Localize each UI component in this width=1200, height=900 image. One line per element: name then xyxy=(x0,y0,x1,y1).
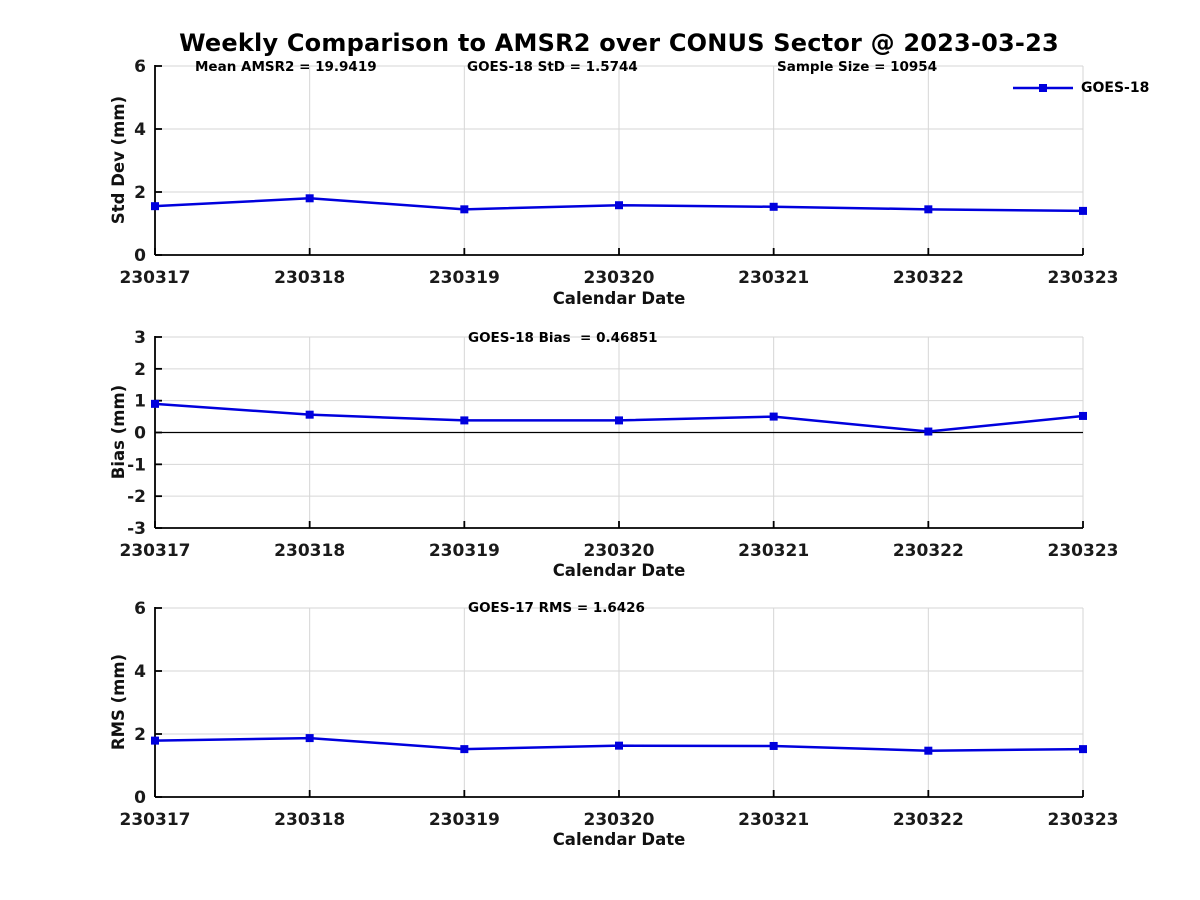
chart-title: Weekly Comparison to AMSR2 over CONUS Se… xyxy=(179,29,1059,57)
data-point-marker xyxy=(615,741,623,750)
data-point-marker xyxy=(1079,206,1087,215)
x-tick-label: 230322 xyxy=(893,268,964,288)
data-point-marker xyxy=(924,746,933,755)
y-tick-label: -1 xyxy=(127,455,146,475)
data-point-marker xyxy=(924,205,933,214)
data-point-marker xyxy=(769,202,778,211)
annotation-goes18-std: GOES-18 StD = 1.5744 xyxy=(467,59,638,75)
legend-square-marker-icon xyxy=(1039,84,1047,92)
data-point-marker xyxy=(460,745,469,754)
data-point-marker xyxy=(305,410,314,419)
data-point-marker xyxy=(1079,411,1087,420)
data-point-marker xyxy=(615,201,623,210)
data-point-marker xyxy=(769,412,778,421)
legend: GOES-18 xyxy=(1012,80,1149,96)
data-point-marker xyxy=(151,202,159,211)
annotation-goes17-rms: GOES-17 RMS = 1.6426 xyxy=(468,600,645,616)
data-point-marker xyxy=(151,399,159,408)
data-point-marker xyxy=(305,734,314,743)
data-point-marker xyxy=(151,736,159,745)
x-tick-label: 230320 xyxy=(584,268,655,288)
x-tick-label: 230319 xyxy=(429,541,500,561)
legend-swatch xyxy=(1013,84,1073,92)
x-tick-label: 230320 xyxy=(584,541,655,561)
y-tick-label: 2 xyxy=(134,360,146,380)
data-point-marker xyxy=(769,741,778,750)
x-tick-label: 230317 xyxy=(120,268,191,288)
x-tick-label: 230321 xyxy=(738,541,809,561)
x-tick-label: 230321 xyxy=(738,268,809,288)
x-axis-label-middle: Calendar Date xyxy=(552,561,686,580)
annotation-sample-size: Sample Size = 10954 xyxy=(777,59,938,75)
data-point-marker xyxy=(1079,745,1087,754)
x-tick-label: 230323 xyxy=(1048,541,1119,561)
y-tick-label: -3 xyxy=(127,519,146,539)
y-axis-label-std-dev: Std Dev (mm) xyxy=(109,95,128,225)
x-tick-label: 230318 xyxy=(274,541,345,561)
x-tick-label: 230321 xyxy=(738,810,809,830)
x-tick-label: 230323 xyxy=(1048,268,1119,288)
y-tick-label: 0 xyxy=(134,246,146,266)
x-axis-label-bottom: Calendar Date xyxy=(552,830,686,849)
x-tick-label: 230323 xyxy=(1048,810,1119,830)
y-tick-label: 1 xyxy=(134,392,146,412)
data-point-marker xyxy=(305,194,314,203)
x-tick-label: 230318 xyxy=(274,810,345,830)
x-tick-label: 230320 xyxy=(584,810,655,830)
data-point-marker xyxy=(460,205,469,214)
y-axis-label-rms: RMS (mm) xyxy=(109,653,128,751)
y-axis-label-bias: Bias (mm) xyxy=(109,384,128,480)
y-tick-label: -2 xyxy=(127,487,146,507)
y-tick-label: 6 xyxy=(134,599,146,619)
x-tick-label: 230319 xyxy=(429,268,500,288)
y-tick-label: 0 xyxy=(134,788,146,808)
y-tick-label: 2 xyxy=(134,725,146,745)
data-point-marker xyxy=(460,416,469,425)
y-tick-label: 4 xyxy=(134,662,146,682)
x-tick-label: 230317 xyxy=(120,810,191,830)
y-tick-label: 0 xyxy=(134,424,146,444)
y-tick-label: 2 xyxy=(134,183,146,203)
x-tick-label: 230322 xyxy=(893,541,964,561)
data-point-marker xyxy=(924,427,933,436)
x-axis-label-top: Calendar Date xyxy=(552,289,686,308)
x-tick-label: 230322 xyxy=(893,810,964,830)
annotation-mean-amsr2: Mean AMSR2 = 19.9419 xyxy=(195,59,377,75)
y-tick-label: 6 xyxy=(134,57,146,77)
x-tick-label: 230318 xyxy=(274,268,345,288)
x-tick-label: 230317 xyxy=(120,541,191,561)
annotation-goes18-bias: GOES-18 Bias = 0.46851 xyxy=(468,330,658,346)
y-tick-label: 3 xyxy=(134,328,146,348)
legend-label: GOES-18 xyxy=(1081,80,1150,96)
data-point-marker xyxy=(615,416,623,425)
x-tick-label: 230319 xyxy=(429,810,500,830)
y-tick-label: 4 xyxy=(134,120,146,140)
